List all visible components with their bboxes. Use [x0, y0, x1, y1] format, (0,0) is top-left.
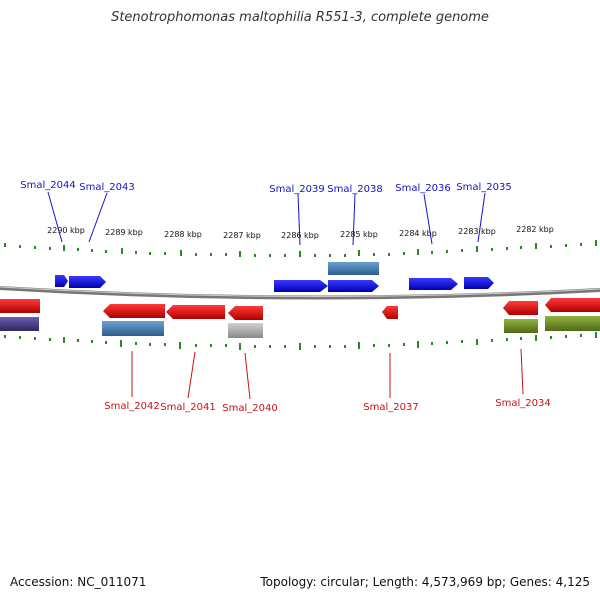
gene-right-edge-red[interactable] — [545, 298, 600, 312]
gene-smal-2039[interactable] — [274, 280, 328, 292]
genome-backbone — [0, 286, 600, 300]
cog-box-right-edge[interactable] — [545, 316, 600, 331]
kbp-label: 2289 kbp — [105, 228, 143, 237]
kbp-label: 2284 kbp — [399, 229, 437, 238]
gene-smal-2043[interactable] — [69, 276, 106, 288]
gene-label-smal-2043[interactable]: Smal_2043 — [79, 182, 134, 193]
gene-label-smal-2041[interactable]: Smal_2041 — [160, 402, 215, 413]
cog-box-smal-2042[interactable] — [102, 321, 164, 336]
kbp-label: 2283 kbp — [458, 227, 496, 236]
reverse-strand-genes — [0, 298, 600, 338]
map-title: Stenotrophomonas maltophilia R551-3, com… — [111, 10, 489, 25]
reverse-gene-labels: Smal_2042 Smal_2041 Smal_2040 Smal_2037 … — [104, 348, 551, 414]
kbp-label: 2288 kbp — [164, 230, 202, 239]
gene-label-smal-2034[interactable]: Smal_2034 — [495, 398, 550, 409]
gene-label-smal-2035[interactable]: Smal_2035 — [456, 182, 511, 193]
gene-label-smal-2039[interactable]: Smal_2039 — [269, 184, 324, 195]
kbp-scale-labels: 2290 kbp 2289 kbp 2288 kbp 2287 kbp 2286… — [47, 225, 554, 240]
gene-smal-2036[interactable] — [409, 278, 458, 290]
cog-box-smal-2038[interactable] — [328, 262, 379, 275]
gene-smal-2041[interactable] — [166, 305, 225, 319]
forward-strand-genes — [55, 262, 494, 292]
gene-smal-2042[interactable] — [103, 304, 165, 318]
gene-left-edge-red[interactable] — [0, 299, 40, 313]
gene-smal-2040[interactable] — [228, 306, 263, 320]
gene-label-smal-2042[interactable]: Smal_2042 — [104, 401, 159, 412]
cog-box-left-edge[interactable] — [0, 317, 39, 331]
genome-summary-text: Topology: circular; Length: 4,573,969 bp… — [260, 575, 590, 589]
gene-label-smal-2037[interactable]: Smal_2037 — [363, 402, 418, 413]
cog-box-smal-2040[interactable] — [228, 323, 263, 338]
gene-label-smal-2040[interactable]: Smal_2040 — [222, 403, 277, 414]
gene-label-smal-2038[interactable]: Smal_2038 — [327, 184, 382, 195]
kbp-label: 2282 kbp — [516, 225, 554, 234]
gene-smal-2037[interactable] — [382, 306, 398, 319]
outer-tick-ring — [4, 240, 597, 257]
forward-gene-labels: Smal_2044 Smal_2043 Smal_2039 Smal_2038 … — [20, 180, 512, 246]
gene-smal-2044[interactable] — [55, 275, 68, 287]
gene-smal-2035[interactable] — [464, 277, 494, 289]
gene-label-smal-2036[interactable]: Smal_2036 — [395, 183, 450, 194]
inner-tick-ring — [4, 332, 597, 350]
gene-smal-2038[interactable] — [328, 280, 379, 292]
kbp-label: 2290 kbp — [47, 226, 85, 235]
accession-text: Accession: NC_011071 — [10, 575, 147, 589]
cog-box-smal-2034[interactable] — [504, 319, 538, 333]
gene-smal-2034[interactable] — [503, 301, 538, 315]
kbp-label: 2287 kbp — [223, 231, 261, 240]
kbp-label: 2285 kbp — [340, 230, 378, 239]
gene-label-smal-2044[interactable]: Smal_2044 — [20, 180, 75, 191]
